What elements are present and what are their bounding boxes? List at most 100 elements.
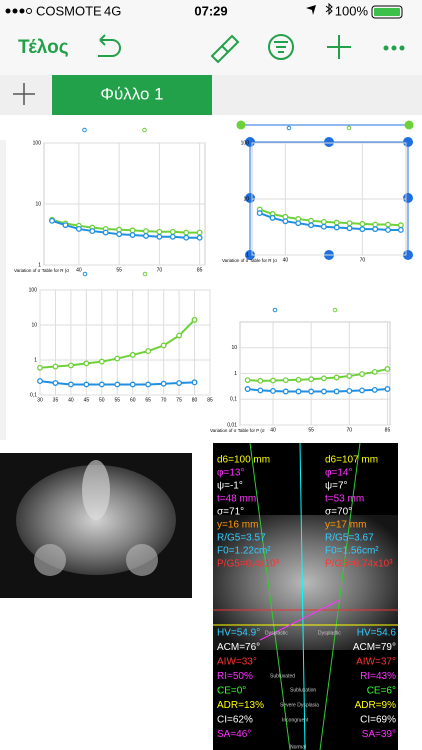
data-point [114,381,121,388]
series-line [51,218,200,234]
location-icon [306,5,316,15]
data-point [191,379,198,386]
measurement: P/G5=0.4x10³ [217,559,280,570]
data-point [129,351,136,358]
y-tick-label: 1 [234,371,237,377]
classification: Dysplastic [318,630,341,636]
y-tick-label: 10 [243,196,249,202]
data-point [282,377,289,384]
data-point [244,386,251,392]
data-point [156,233,163,240]
sheet-tab[interactable] [52,75,212,115]
undo-button[interactable] [98,34,121,57]
measurement: φ=14° [325,468,352,479]
measurement: R/G5=3.67 [325,533,374,544]
data-point [160,380,167,387]
x-tick-label: 40 [270,427,276,433]
measurement: RI=43% [360,671,396,682]
y-tick-label: 0,1 [30,392,37,398]
measurement: CI=69% [360,715,396,726]
data-point [196,234,203,241]
add-sheet[interactable] [13,83,35,105]
y-tick-label: 10 [35,201,41,207]
x-tick-label: 55 [114,397,120,403]
measurement: CE=6° [367,686,396,697]
data-point [333,224,340,231]
format-button[interactable] [210,34,240,64]
data-point [75,225,82,232]
data-point [37,378,43,385]
battery-fill [374,8,400,16]
y-tick-label: 1 [246,252,249,258]
x-tick-label: 65 [145,397,151,403]
measurement: φ=13° [217,468,244,479]
more-button[interactable] [383,45,405,51]
measurement: CI=62% [217,715,253,726]
add-button[interactable] [327,35,351,59]
x-axis-label: Variation of σ Table for R (σ [222,258,277,263]
measurement: RI=50% [217,671,253,682]
data-point [256,210,263,217]
measurement: CE=0° [217,686,246,697]
spine [82,460,110,520]
measurement: ADR=13% [217,700,264,711]
x-tick-label: 60 [130,397,136,403]
x-tick-label: 35 [53,397,59,403]
done-button[interactable]: Τέλος [18,37,69,58]
classification: Subluxation [290,687,316,693]
data-point [89,228,96,235]
series-line [247,388,388,393]
data-point [282,388,289,395]
measurement: ψ=7° [325,481,348,492]
x-tick-label: 55 [308,427,314,433]
classification: Severe Dysplasia [280,702,319,708]
classification: Subluxated [270,673,295,679]
legend-marker [332,307,338,313]
data-point [145,381,152,388]
x-tick-label: 70 [157,267,163,273]
data-point [308,388,315,395]
data-point [116,231,123,238]
data-point [308,222,314,229]
data-point [308,376,315,383]
measurement: R/G5=3.57 [217,533,266,544]
data-point [359,387,365,394]
data-point [320,388,327,395]
data-point [372,221,379,228]
data-point [37,364,43,371]
x-tick-label: 50 [99,397,105,403]
data-point [196,229,203,236]
data-point [52,363,59,370]
data-point [359,220,366,227]
measurement: HV=54.6 [357,628,397,639]
measurement: SA=46° [217,729,251,740]
data-point [320,218,327,225]
analysis-lines [213,442,398,750]
data-point [270,388,277,394]
legend-marker [82,127,87,133]
data-point [143,228,149,235]
organize-button[interactable] [268,34,294,60]
hip [34,544,66,576]
time: 07:29 [194,3,227,18]
sheet-name[interactable]: Φύλλο 1 [100,84,163,103]
x-axis-label: Variation of σ Table for R (σ [14,268,69,273]
x-tick-label: 55 [116,267,122,273]
x-tick-label: 85 [197,267,203,273]
selection-handles[interactable] [236,120,414,261]
data-point [244,377,251,384]
bluetooth-icon [325,2,333,16]
hip [126,544,158,576]
data-point [143,232,149,239]
y-tick-label: 0,1 [230,397,237,403]
measurement: t=53 mm [325,494,364,505]
y-tick-label: 10 [231,345,237,351]
x-tick-label: 70 [360,257,366,263]
measurement: SA=39° [362,729,396,740]
legend-marker [346,125,352,131]
data-point [346,373,353,379]
data-point [145,348,152,355]
network: 4G [104,3,121,18]
battery-level: 100% [335,3,369,18]
x-tick-label: 40 [68,397,74,403]
